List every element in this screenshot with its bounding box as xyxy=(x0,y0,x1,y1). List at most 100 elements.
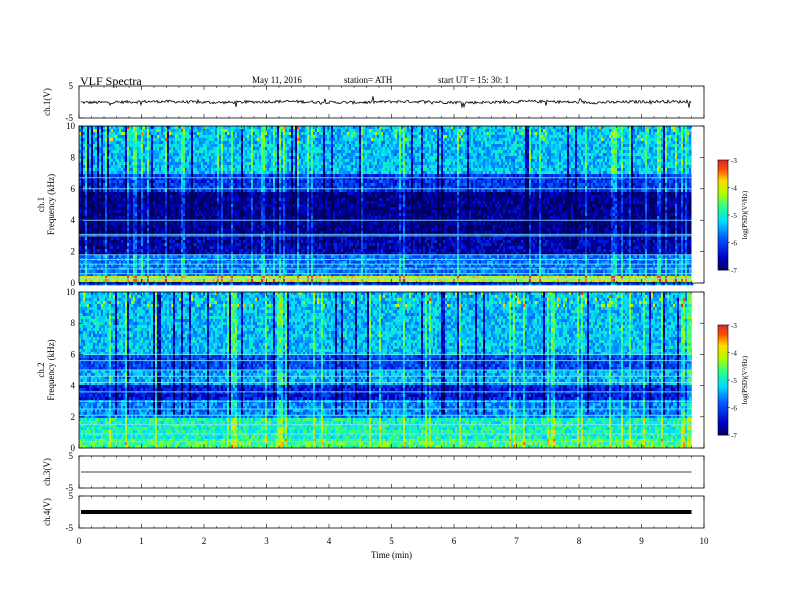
ch1-spectrogram-cell xyxy=(235,168,238,172)
ch1-spectrogram-cell xyxy=(253,132,256,136)
ch1-spectrogram-cell xyxy=(237,159,240,163)
ch1-spectrogram-cell xyxy=(223,279,226,283)
ch1-spectrogram-cell xyxy=(243,177,246,181)
ch1-spectrogram-cell xyxy=(117,189,120,193)
ch1-spectrogram-cell xyxy=(219,129,222,133)
ch1-spectrogram-cell xyxy=(217,222,220,226)
ch1-spectrogram-cell xyxy=(215,156,218,160)
ch1-spectrogram-cell xyxy=(83,210,86,214)
ch1-spectrogram-cell xyxy=(95,189,98,193)
ch1-spectrogram-cell xyxy=(179,165,182,169)
ch1-spectrogram-cell xyxy=(101,210,104,214)
ch1-spectrogram-cell xyxy=(113,228,116,232)
ch1-spectrogram-cell xyxy=(249,216,252,220)
ch1-spectrogram-cell xyxy=(209,162,212,166)
ch1-spectrogram-cell xyxy=(159,225,162,229)
ch1-spectrogram-cell xyxy=(209,159,212,163)
ch1-spectrogram-cell xyxy=(121,156,124,160)
ch1-spectrogram-cell xyxy=(123,222,126,226)
ch1-spectrogram-cell xyxy=(229,126,232,130)
ch1-spectrogram-cell xyxy=(207,249,210,253)
ch1-spectrogram-cell xyxy=(169,183,172,187)
ch1-spectrogram-cell xyxy=(231,237,234,241)
ch1-spectrogram-cell xyxy=(213,222,216,226)
ch1-spectrogram-cell xyxy=(253,192,256,196)
ch1-spectrogram-cell xyxy=(249,189,252,193)
ch1-spectrogram-cell xyxy=(121,273,124,277)
ch1-spectrogram-cell xyxy=(153,240,156,244)
ch1-spectrogram-cell xyxy=(125,177,128,181)
ch1-spectrogram-cell xyxy=(89,213,92,217)
ch1-spectrogram-cell xyxy=(239,186,242,190)
ch1-spectrogram-cell xyxy=(209,282,212,286)
ch1-spectrogram-cell xyxy=(253,264,256,268)
ch1-spectrogram-cell xyxy=(213,243,216,247)
ch1-spectrogram-cell xyxy=(79,168,82,172)
ch1-spectrogram-cell xyxy=(95,165,98,169)
ch1-spectrogram-cell xyxy=(109,198,112,202)
ch1-spectrogram-cell xyxy=(155,180,158,184)
ch1-spectrogram-cell xyxy=(135,165,138,169)
ch1-spectrogram-cell xyxy=(161,129,164,133)
ch1-spectrogram-cell xyxy=(101,249,104,253)
ch1-spectrogram-cell xyxy=(123,225,126,229)
ch1-spectrogram-cell xyxy=(239,159,242,163)
ch1-spectrogram-cell xyxy=(243,189,246,193)
ch1-spectrogram-cell xyxy=(87,132,90,136)
ch1-spectrogram-cell xyxy=(261,156,264,160)
ch1-spectrogram-cell xyxy=(133,168,136,172)
ch1-spectrogram-cell xyxy=(79,159,82,163)
ch1-spectrogram-cell xyxy=(215,174,218,178)
ch1-spectrogram-cell xyxy=(145,192,148,196)
ch1-spectrogram-cell xyxy=(183,204,186,208)
ch1-spectrogram-cell xyxy=(143,213,146,217)
ch1-spectrogram-cell xyxy=(215,243,218,247)
ch1-spectrogram-cell xyxy=(99,282,102,286)
ch1-spectrogram-cell xyxy=(181,171,184,175)
ch1-spectrogram-cell xyxy=(139,129,142,133)
ch1-spectrogram-cell xyxy=(175,150,178,154)
ch1-spectrogram-cell xyxy=(155,261,158,265)
ch1-spectrogram-cell xyxy=(81,183,84,187)
ch1-spectrogram-cell xyxy=(243,264,246,268)
ch1-spectrogram-cell xyxy=(119,138,122,142)
ch1-spectrogram-cell xyxy=(247,210,250,214)
ch1-spectrogram-cell xyxy=(223,201,226,205)
ch1-spectrogram-cell xyxy=(177,129,180,133)
ch1-spectrogram-cell xyxy=(159,282,162,286)
ch1-spectrogram-cell xyxy=(223,216,226,220)
ch1-spectrogram-cell xyxy=(241,195,244,199)
ch1-spectrogram-cell xyxy=(99,246,102,250)
ch1-spectrogram-cell xyxy=(197,225,200,229)
ch1-spectrogram-cell xyxy=(253,168,256,172)
ch1-spectrogram-cell xyxy=(207,264,210,268)
ch1-spectrogram-cell xyxy=(247,276,250,280)
ch1-spectrogram-cell xyxy=(135,243,138,247)
ch1-spectrogram-cell xyxy=(163,162,166,166)
ch1-spectrogram-cell xyxy=(237,270,240,274)
ch1-spectrogram-cell xyxy=(79,213,82,217)
ch1-spectrogram-cell xyxy=(185,276,188,280)
ch1-spectrogram-cell xyxy=(143,276,146,280)
ch1-spectrogram-cell xyxy=(235,240,238,244)
ch1-spectrogram-cell xyxy=(135,177,138,181)
ch1-spectrogram-cell xyxy=(149,195,152,199)
ch1-spectrogram-cell xyxy=(221,165,224,169)
ch1-spectrogram-cell xyxy=(235,183,238,187)
ch1-spectrogram-cell xyxy=(137,201,140,205)
ch1-spectrogram-cell xyxy=(97,126,100,130)
ch1-spectrogram-cell xyxy=(195,252,198,256)
ch1-spectrogram-cell xyxy=(159,231,162,235)
ch1-spectrogram-cell xyxy=(143,177,146,181)
ch1-spectrogram-cell xyxy=(225,216,228,220)
ch1-spectrogram-cell xyxy=(117,144,120,148)
ch1-spectrogram-cell xyxy=(221,192,224,196)
ch1-spectrogram-cell xyxy=(89,126,92,130)
ch1-spectrogram-cell xyxy=(161,225,164,229)
ch1-spectrogram-cell xyxy=(115,213,118,217)
ch1-spectrogram-cell xyxy=(155,159,158,163)
ch1-spectrogram-cell xyxy=(191,192,194,196)
ch1-spectrogram-cell xyxy=(237,246,240,250)
ch1-spectrogram-cell xyxy=(133,273,136,277)
ch1-spectrogram-cell xyxy=(159,210,162,214)
